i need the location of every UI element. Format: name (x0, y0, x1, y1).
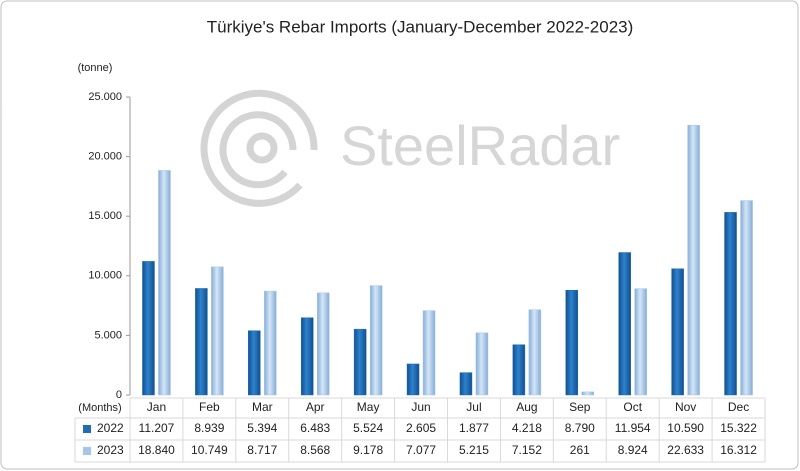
value-label: 5.394 (247, 421, 277, 435)
bar (353, 328, 367, 396)
bar (528, 309, 542, 396)
bar (565, 289, 579, 396)
value-label: 7.152 (512, 443, 542, 457)
value-label: 2.605 (406, 421, 436, 435)
x-tick-label: May (357, 400, 380, 414)
bar (316, 292, 330, 396)
x-tick-label: Dec (728, 400, 749, 414)
value-label: 22.633 (667, 443, 704, 457)
bar (369, 285, 383, 396)
bar (475, 332, 489, 396)
value-label: 15.322 (720, 421, 757, 435)
watermark-icon (200, 89, 318, 207)
x-tick-label: Oct (623, 400, 642, 414)
bar (195, 288, 208, 396)
value-label: 5.215 (459, 443, 489, 457)
value-label: 8.924 (618, 443, 648, 457)
value-label: 8.568 (300, 443, 330, 457)
y-tick-label: 20.000 (88, 151, 122, 163)
bar (264, 290, 277, 396)
bar (142, 261, 155, 396)
x-tick-label: Jul (466, 400, 481, 414)
legend-label: 2022 (97, 421, 124, 435)
value-label: 261 (570, 443, 590, 457)
value-label: 1.877 (459, 421, 489, 435)
value-label: 4.218 (512, 421, 542, 435)
value-label: 8.790 (565, 421, 595, 435)
bar (300, 317, 314, 396)
bar (459, 372, 473, 396)
value-label: 8.939 (194, 421, 224, 435)
bar (724, 212, 737, 396)
value-label: 9.178 (353, 443, 383, 457)
legend-swatch (83, 425, 91, 433)
bar (618, 252, 631, 396)
bar (634, 288, 647, 396)
y-tick-label: 5.000 (94, 329, 122, 341)
legend-label: 2023 (97, 443, 124, 457)
bar (740, 200, 753, 396)
x-tick-label: Apr (306, 400, 325, 414)
bar (211, 266, 224, 396)
value-label: 11.207 (139, 421, 175, 435)
x-axis-label: (Months) (78, 402, 121, 414)
value-label: 8.717 (247, 443, 277, 457)
value-label: 5.524 (353, 421, 383, 435)
y-tick-label: 15.000 (88, 210, 122, 222)
x-tick-label: Mar (252, 400, 273, 414)
x-tick-label: Jan (147, 400, 166, 414)
bar (581, 391, 595, 396)
bar (422, 310, 436, 396)
x-tick-label: Aug (516, 400, 537, 414)
value-label: 16.312 (720, 443, 757, 457)
value-label: 7.077 (406, 443, 436, 457)
bar (248, 330, 261, 396)
value-label: 10.590 (667, 421, 704, 435)
y-tick-label: 0 (116, 389, 122, 401)
x-tick-label: Nov (675, 400, 696, 414)
value-label: 6.483 (300, 421, 330, 435)
y-tick-label: 25.000 (88, 91, 122, 103)
y-tick-label: 10.000 (88, 270, 122, 282)
value-label: 11.954 (615, 421, 651, 435)
y-axis-label: (tonne) (78, 62, 113, 74)
x-tick-label: Sep (569, 400, 591, 414)
chart-title: Türkiye's Rebar Imports (January-Decembe… (207, 17, 634, 36)
value-label: 18.840 (138, 443, 175, 457)
watermark: SteelRadar (340, 114, 620, 177)
bar (158, 170, 171, 396)
bar (687, 124, 700, 396)
value-label: 10.749 (191, 443, 228, 457)
x-tick-label: Jun (411, 400, 430, 414)
bar (406, 363, 420, 396)
legend-swatch (83, 447, 91, 455)
bar (671, 268, 684, 396)
bar (512, 344, 526, 396)
x-tick-label: Feb (199, 400, 220, 414)
